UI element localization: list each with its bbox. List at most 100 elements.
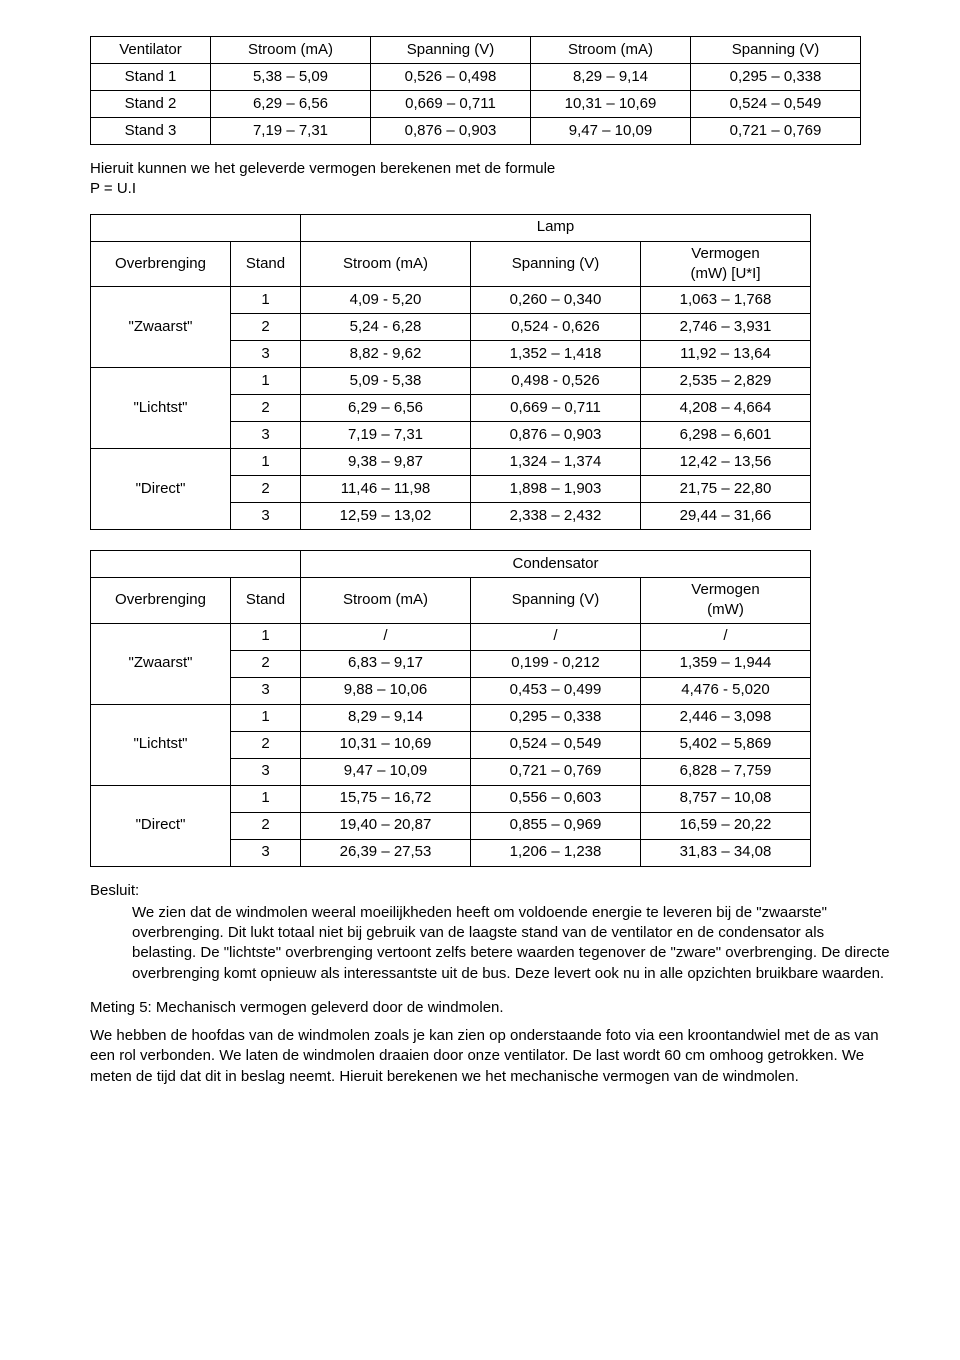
table-cell: 8,29 – 9,14 bbox=[531, 64, 691, 91]
table-cell: 31,83 – 34,08 bbox=[641, 839, 811, 866]
table-cell: Stand 3 bbox=[91, 118, 211, 145]
column-header: Stand bbox=[231, 578, 301, 624]
table-cell-blank bbox=[91, 214, 301, 241]
table-cell: 1 bbox=[231, 368, 301, 395]
table-cell: 11,46 – 11,98 bbox=[301, 476, 471, 503]
table-cell: 3 bbox=[231, 839, 301, 866]
table-cell: 1,898 – 1,903 bbox=[471, 476, 641, 503]
table-cell: 2,746 – 3,931 bbox=[641, 314, 811, 341]
table-super-header: Condensator bbox=[301, 551, 811, 578]
table-cell: 6,298 – 6,601 bbox=[641, 422, 811, 449]
table-cell: 0,876 – 0,903 bbox=[371, 118, 531, 145]
table-cell: 6,83 – 9,17 bbox=[301, 650, 471, 677]
table-cell: 0,556 – 0,603 bbox=[471, 785, 641, 812]
table-cell: 0,295 – 0,338 bbox=[471, 704, 641, 731]
table-cell: 11,92 – 13,64 bbox=[641, 341, 811, 368]
table-cell: 1,206 – 1,238 bbox=[471, 839, 641, 866]
besluit-label: Besluit: bbox=[90, 881, 890, 901]
table-cell: 1 bbox=[231, 623, 301, 650]
column-header: Stand bbox=[231, 241, 301, 287]
table-cell: 9,47 – 10,09 bbox=[301, 758, 471, 785]
column-header: Stroom (mA) bbox=[531, 37, 691, 64]
table-cell: 4,09 - 5,20 bbox=[301, 287, 471, 314]
table-cell: 6,29 – 6,56 bbox=[301, 395, 471, 422]
group-label: "Zwaarst" bbox=[91, 287, 231, 368]
column-header: Stroom (mA) bbox=[301, 241, 471, 287]
group-label: "Direct" bbox=[91, 449, 231, 530]
column-header: Overbrenging bbox=[91, 241, 231, 287]
heading-meting-5: Meting 5: Mechanisch vermogen geleverd d… bbox=[90, 998, 890, 1018]
group-label: "Lichtst" bbox=[91, 704, 231, 785]
table-cell: 0,669 – 0,711 bbox=[371, 91, 531, 118]
column-header: Vermogen(mW) [U*I] bbox=[641, 241, 811, 287]
table-cell: 2 bbox=[231, 476, 301, 503]
table-cell: 0,876 – 0,903 bbox=[471, 422, 641, 449]
group-label: "Lichtst" bbox=[91, 368, 231, 449]
table-cell: 15,75 – 16,72 bbox=[301, 785, 471, 812]
table-cell: 4,208 – 4,664 bbox=[641, 395, 811, 422]
table-ventilator: VentilatorStroom (mA)Spanning (V)Stroom … bbox=[90, 36, 861, 145]
table-cell: 3 bbox=[231, 341, 301, 368]
table-cell: 0,498 - 0,526 bbox=[471, 368, 641, 395]
table-cell: 1,324 – 1,374 bbox=[471, 449, 641, 476]
text-line: Hieruit kunnen we het geleverde vermogen… bbox=[90, 160, 555, 177]
table-cell: 4,476 - 5,020 bbox=[641, 677, 811, 704]
column-header: Spanning (V) bbox=[471, 241, 641, 287]
table-cell: Stand 2 bbox=[91, 91, 211, 118]
column-header: Spanning (V) bbox=[371, 37, 531, 64]
table-cell: 1,359 – 1,944 bbox=[641, 650, 811, 677]
column-header: Stroom (mA) bbox=[301, 578, 471, 624]
table-cell: 5,09 - 5,38 bbox=[301, 368, 471, 395]
table-condensator: CondensatorOverbrengingStandStroom (mA)S… bbox=[90, 550, 811, 867]
table-cell: 12,42 – 13,56 bbox=[641, 449, 811, 476]
table-cell: / bbox=[641, 623, 811, 650]
table-cell: 5,38 – 5,09 bbox=[211, 64, 371, 91]
table-cell: 19,40 – 20,87 bbox=[301, 812, 471, 839]
table-cell: / bbox=[301, 623, 471, 650]
table-cell: 2 bbox=[231, 314, 301, 341]
table-cell: 9,47 – 10,09 bbox=[531, 118, 691, 145]
table-cell: 0,855 – 0,969 bbox=[471, 812, 641, 839]
table-cell: 1 bbox=[231, 449, 301, 476]
column-header: Stroom (mA) bbox=[211, 37, 371, 64]
table-cell: 0,669 – 0,711 bbox=[471, 395, 641, 422]
group-label: "Direct" bbox=[91, 785, 231, 866]
table-cell: 10,31 – 10,69 bbox=[531, 91, 691, 118]
table-cell: 2 bbox=[231, 395, 301, 422]
table-cell: 26,39 – 27,53 bbox=[301, 839, 471, 866]
table-cell: 0,524 – 0,549 bbox=[691, 91, 861, 118]
table-cell: 1,063 – 1,768 bbox=[641, 287, 811, 314]
paragraph-meting-5: We hebben de hoofdas van de windmolen zo… bbox=[90, 1026, 890, 1087]
table-cell: 6,29 – 6,56 bbox=[211, 91, 371, 118]
table-cell: 0,721 – 0,769 bbox=[471, 758, 641, 785]
table-cell: 0,295 – 0,338 bbox=[691, 64, 861, 91]
table-cell: 8,757 – 10,08 bbox=[641, 785, 811, 812]
table-super-header: Lamp bbox=[301, 214, 811, 241]
column-header: Spanning (V) bbox=[691, 37, 861, 64]
table-cell: 12,59 – 13,02 bbox=[301, 503, 471, 530]
table-cell: 2,535 – 2,829 bbox=[641, 368, 811, 395]
table-cell: 0,524 - 0,626 bbox=[471, 314, 641, 341]
table-cell: / bbox=[471, 623, 641, 650]
table-cell: 0,524 – 0,549 bbox=[471, 731, 641, 758]
table-cell: 0,721 – 0,769 bbox=[691, 118, 861, 145]
besluit-text: We zien dat de windmolen weeral moeilijk… bbox=[132, 903, 890, 984]
table-cell: 9,38 – 9,87 bbox=[301, 449, 471, 476]
table-cell: 2,338 – 2,432 bbox=[471, 503, 641, 530]
column-header: Vermogen(mW) bbox=[641, 578, 811, 624]
table-cell: 21,75 – 22,80 bbox=[641, 476, 811, 503]
paragraph-formula: Hieruit kunnen we het geleverde vermogen… bbox=[90, 159, 890, 200]
table-cell: 16,59 – 20,22 bbox=[641, 812, 811, 839]
column-header: Overbrenging bbox=[91, 578, 231, 624]
table-cell: 10,31 – 10,69 bbox=[301, 731, 471, 758]
table-cell: 2,446 – 3,098 bbox=[641, 704, 811, 731]
group-label: "Zwaarst" bbox=[91, 623, 231, 704]
table-cell: 5,24 - 6,28 bbox=[301, 314, 471, 341]
table-cell: 1 bbox=[231, 287, 301, 314]
text-line: P = U.I bbox=[90, 180, 136, 197]
table-cell: 0,260 – 0,340 bbox=[471, 287, 641, 314]
table-cell: 1,352 – 1,418 bbox=[471, 341, 641, 368]
table-cell: 0,526 – 0,498 bbox=[371, 64, 531, 91]
table-cell: 2 bbox=[231, 650, 301, 677]
table-cell: 3 bbox=[231, 503, 301, 530]
